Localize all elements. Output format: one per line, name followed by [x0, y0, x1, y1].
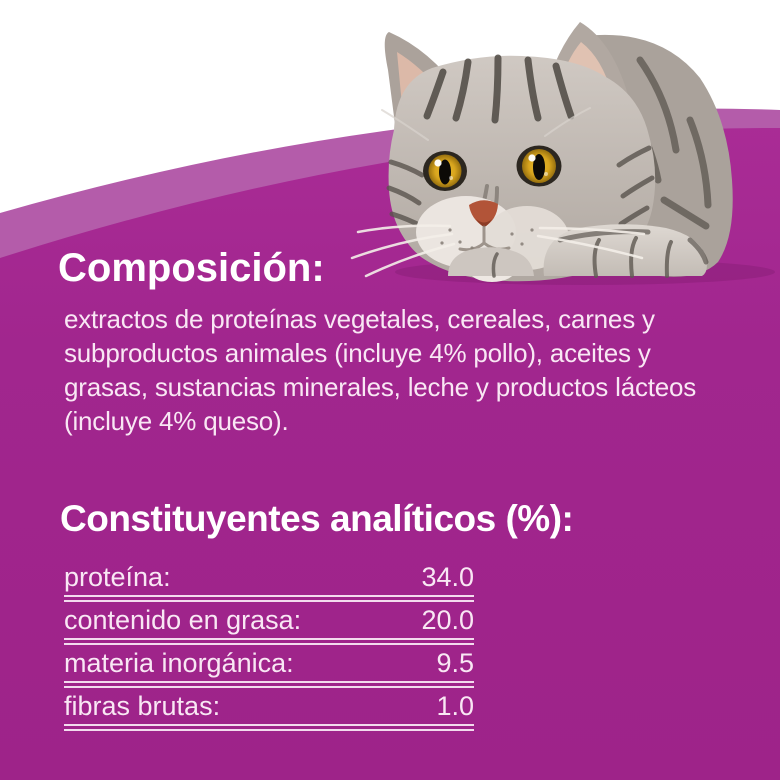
composition-line: (incluye 4% queso).	[64, 406, 289, 436]
row-divider	[64, 595, 474, 602]
row-divider	[64, 681, 474, 688]
composition-line: subproductos animales (incluye 4% pollo)…	[64, 338, 651, 368]
cat-illustration	[350, 22, 775, 285]
composition-line: grasas, sustancias minerales, leche y pr…	[64, 372, 697, 402]
cat-forehead-stripes	[423, 54, 575, 124]
table-row: contenido en grasa: 20.0	[64, 604, 474, 638]
magenta-field	[0, 127, 780, 780]
table-row: proteína: 34.0	[64, 561, 474, 595]
table-row: materia inorgánica: 9.5	[64, 647, 474, 681]
row-value: 20.0	[421, 605, 474, 635]
composition-title: Composición:	[58, 246, 325, 290]
table-row: fibras brutas: 1.0	[64, 690, 474, 724]
cat-paws	[448, 224, 709, 278]
cat-whiskers	[350, 224, 646, 278]
row-label: fibras brutas:	[64, 691, 221, 721]
composition-text: extractos de proteínas vegetales, cereal…	[64, 302, 696, 438]
row-divider	[64, 724, 474, 731]
row-value: 34.0	[421, 562, 474, 592]
row-label: contenido en grasa:	[64, 605, 302, 635]
composition-line: extractos de proteínas vegetales, cereal…	[64, 304, 655, 334]
cat-eyes	[423, 145, 562, 191]
row-label: proteína:	[64, 562, 171, 592]
cat-cheek-stripes	[386, 145, 655, 229]
row-value: 9.5	[436, 648, 474, 678]
cat-brow-whiskers	[381, 107, 591, 141]
row-value: 1.0	[436, 691, 474, 721]
row-label: materia inorgánica:	[64, 648, 294, 678]
analytical-title: Constituyentes analíticos (%):	[60, 498, 574, 539]
cat-nostrils	[476, 219, 492, 227]
row-divider	[64, 638, 474, 645]
analytical-table: proteína: 34.0 contenido en grasa: 20.0 …	[64, 561, 474, 733]
